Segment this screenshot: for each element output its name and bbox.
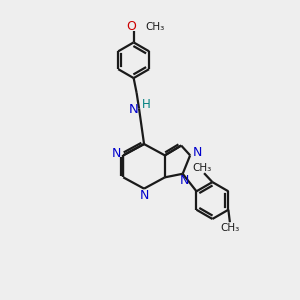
Text: N: N [129,103,139,116]
Text: N: N [112,147,122,161]
Text: O: O [126,20,136,34]
Text: CH₃: CH₃ [145,22,164,32]
Text: CH₃: CH₃ [192,163,211,173]
Text: N: N [179,174,189,187]
Text: CH₃: CH₃ [221,223,240,233]
Text: H: H [142,98,151,111]
Text: N: N [193,146,202,160]
Text: N: N [140,189,149,202]
